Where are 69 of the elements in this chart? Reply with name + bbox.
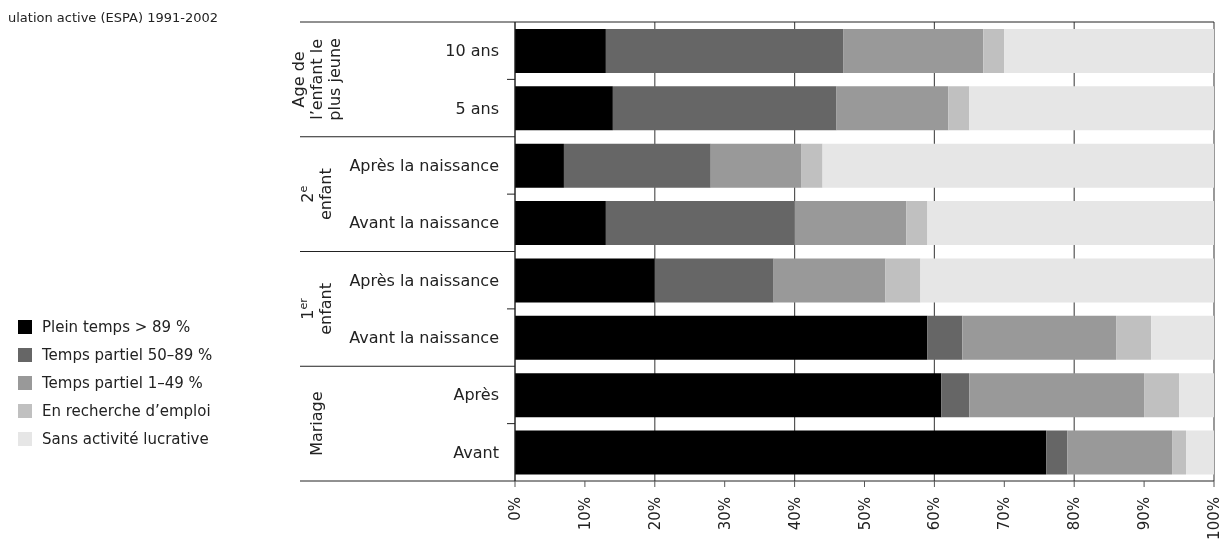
x-tick-label: 10% (575, 497, 594, 531)
bar (1186, 430, 1214, 475)
y-tick-label: Après la naissance (349, 155, 499, 175)
x-tick-label: 100% (1205, 497, 1223, 540)
bar (1172, 430, 1187, 475)
legend-label: Temps partiel 50–89 % (42, 346, 213, 364)
text: ulation active (ESPA) 1991-2002 (8, 10, 218, 25)
bar (1004, 28, 1214, 73)
bar (1179, 373, 1214, 418)
y-tick-label: 5 ans (455, 98, 499, 118)
bar (920, 258, 1214, 303)
bar (1151, 315, 1214, 360)
legend-label: Sans activité lucrative (42, 430, 209, 448)
x-tick-label: 60% (925, 497, 944, 531)
bar (969, 373, 1145, 418)
bar (515, 28, 606, 73)
y-tick-label: Avant la naissance (349, 213, 499, 233)
bar (1144, 373, 1180, 418)
x-tick-label: 30% (715, 497, 734, 531)
bar (612, 86, 837, 131)
bar (843, 28, 984, 73)
text: Mariage (307, 391, 326, 456)
text: 2$^{e}$ enfant (296, 168, 335, 221)
bar (801, 143, 823, 188)
y-tick-label: Après la naissance (349, 270, 499, 290)
bar (941, 373, 970, 418)
bar (515, 258, 655, 303)
x-tick-label: 40% (785, 497, 804, 531)
x-tick-label: 50% (855, 497, 874, 531)
text: 1$^{er}$ enfant (296, 282, 335, 335)
text: Age de l’enfant le plus jeune (289, 38, 344, 121)
bar (948, 86, 970, 131)
bar (885, 258, 921, 303)
legend-label: Plein temps > 89 % (42, 318, 191, 336)
legend-label: Temps partiel 1–49 % (42, 374, 203, 392)
bar (563, 143, 711, 188)
x-tick-label: 0% (506, 497, 524, 521)
y-tick-label: 10 ans (445, 41, 499, 61)
bar (654, 258, 774, 303)
legend-label: En recherche d’emploi (42, 402, 211, 420)
y-tick-label: Avant (453, 442, 499, 462)
x-tick-label: 70% (995, 497, 1014, 531)
bar (515, 86, 613, 131)
bar (1046, 430, 1068, 475)
bar (515, 430, 1047, 475)
x-tick-label: 20% (645, 497, 664, 531)
bar (983, 28, 1005, 73)
y-tick-label: Avant la naissance (349, 328, 499, 348)
bar (515, 201, 606, 246)
bar (962, 315, 1117, 360)
bar (605, 201, 795, 246)
bar (710, 143, 802, 188)
y-tick-label: Après (453, 385, 499, 405)
bar (515, 373, 942, 418)
bar (515, 143, 564, 188)
bar (1067, 430, 1173, 475)
bar (794, 201, 907, 246)
x-tick-label: 80% (1065, 497, 1084, 531)
bar (773, 258, 886, 303)
bar (927, 201, 1214, 246)
bar (836, 86, 949, 131)
bar (822, 143, 1214, 188)
x-tick-label: 90% (1135, 497, 1154, 531)
bar (1116, 315, 1152, 360)
bar (927, 315, 963, 360)
bar (605, 28, 844, 73)
bar (906, 201, 928, 246)
bar (969, 86, 1214, 131)
bar (515, 315, 928, 360)
